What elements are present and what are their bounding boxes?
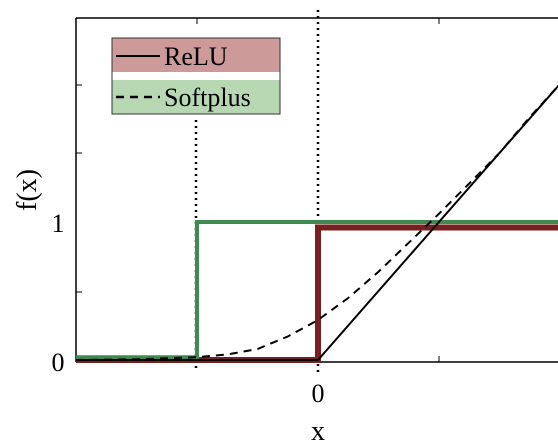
relu-series-line	[76, 84, 558, 361]
legend-border	[111, 37, 281, 115]
x-tick-label-0: 0	[312, 379, 325, 408]
x-axis-label: x	[311, 416, 325, 446]
legend: ReLU Softplus	[111, 37, 281, 115]
legend-softplus-label: Softplus	[164, 83, 251, 112]
y-tick-label-0: 0	[52, 348, 65, 377]
softplus-series-line	[75, 84, 558, 361]
legend-relu-label: ReLU	[164, 42, 228, 71]
softplus-step-line	[76, 220, 558, 360]
relu-step-line	[76, 224, 558, 363]
legend-item-softplus-bg	[112, 80, 280, 114]
y-tick-label-1: 1	[52, 209, 65, 238]
y-axis-label: f(x)	[12, 169, 43, 211]
